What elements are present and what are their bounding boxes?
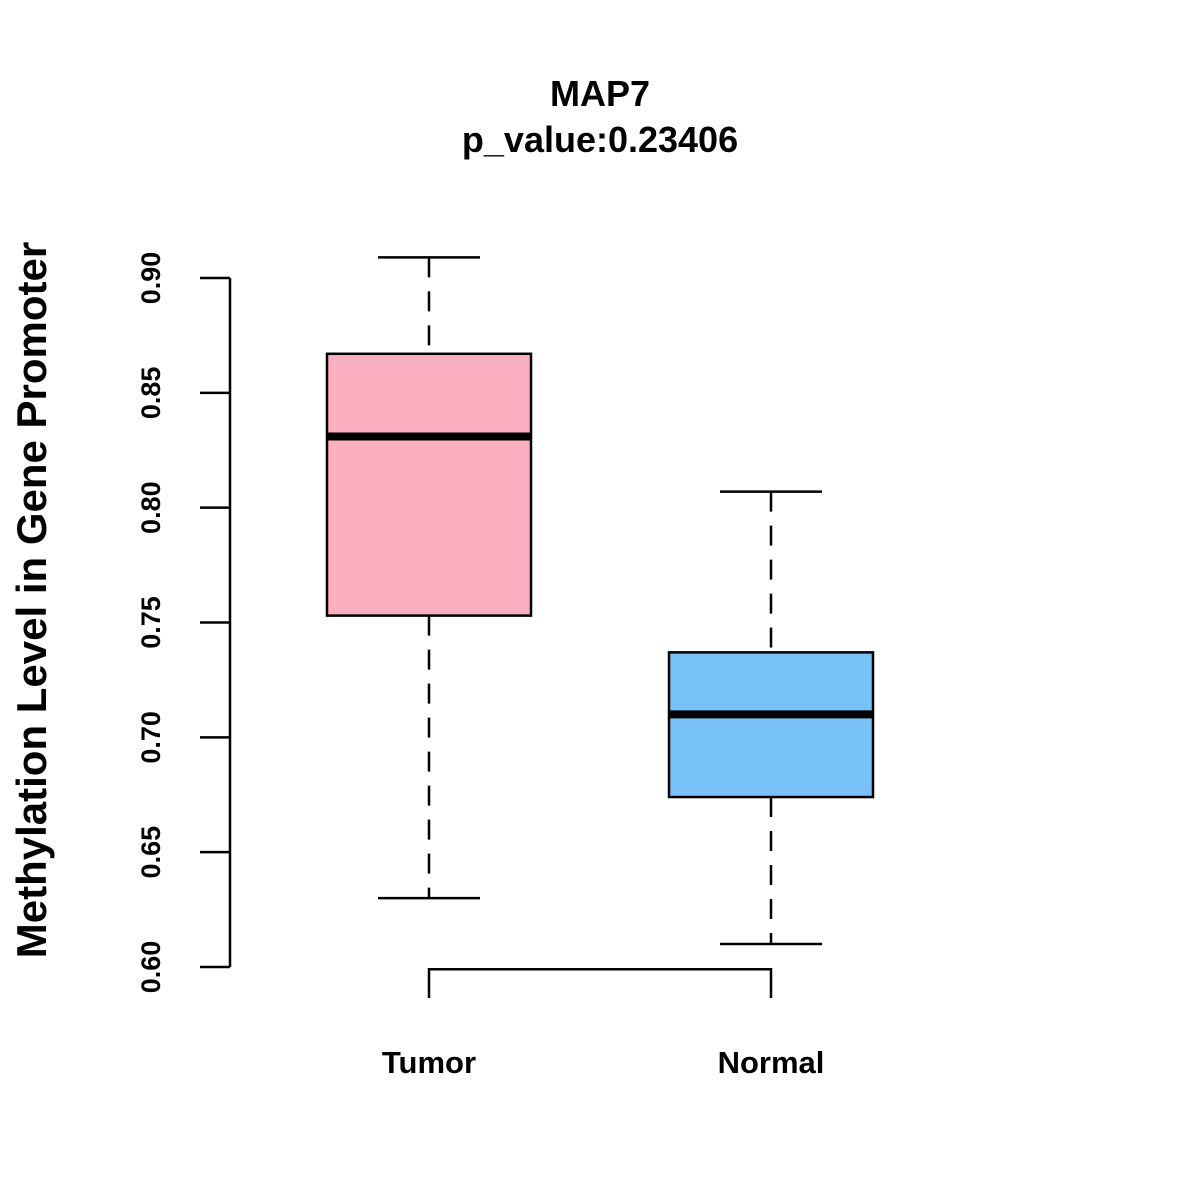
iqr-box — [325, 352, 533, 617]
y-tick-label: 0.75 — [136, 596, 166, 649]
y-tick-label: 0.60 — [136, 941, 166, 994]
iqr-box — [667, 651, 875, 799]
y-tick-label: 0.80 — [136, 481, 166, 534]
y-axis: 0.60 0.65 0.70 0.75 0.80 0.85 0.90 — [136, 252, 232, 994]
boxes-layer — [325, 256, 875, 946]
x-tick-label: Normal — [718, 1045, 825, 1080]
x-axis: Tumor Normal — [382, 1045, 824, 1080]
chart-title: MAP7 — [550, 73, 650, 114]
y-axis-label: Methylation Level in Gene Promoter — [8, 242, 55, 958]
x-tick-label: Tumor — [382, 1045, 476, 1080]
y-tick-label: 0.90 — [136, 252, 166, 305]
box-normal — [667, 490, 875, 946]
y-tick-label: 0.70 — [136, 711, 166, 764]
y-tick-label: 0.85 — [136, 367, 166, 420]
comparison-bracket — [427, 968, 773, 998]
comparison-bracket-line — [427, 968, 773, 998]
y-tick-label: 0.65 — [136, 826, 166, 879]
chart-subtitle: p_value:0.23406 — [462, 119, 738, 160]
box-tumor — [325, 256, 533, 900]
